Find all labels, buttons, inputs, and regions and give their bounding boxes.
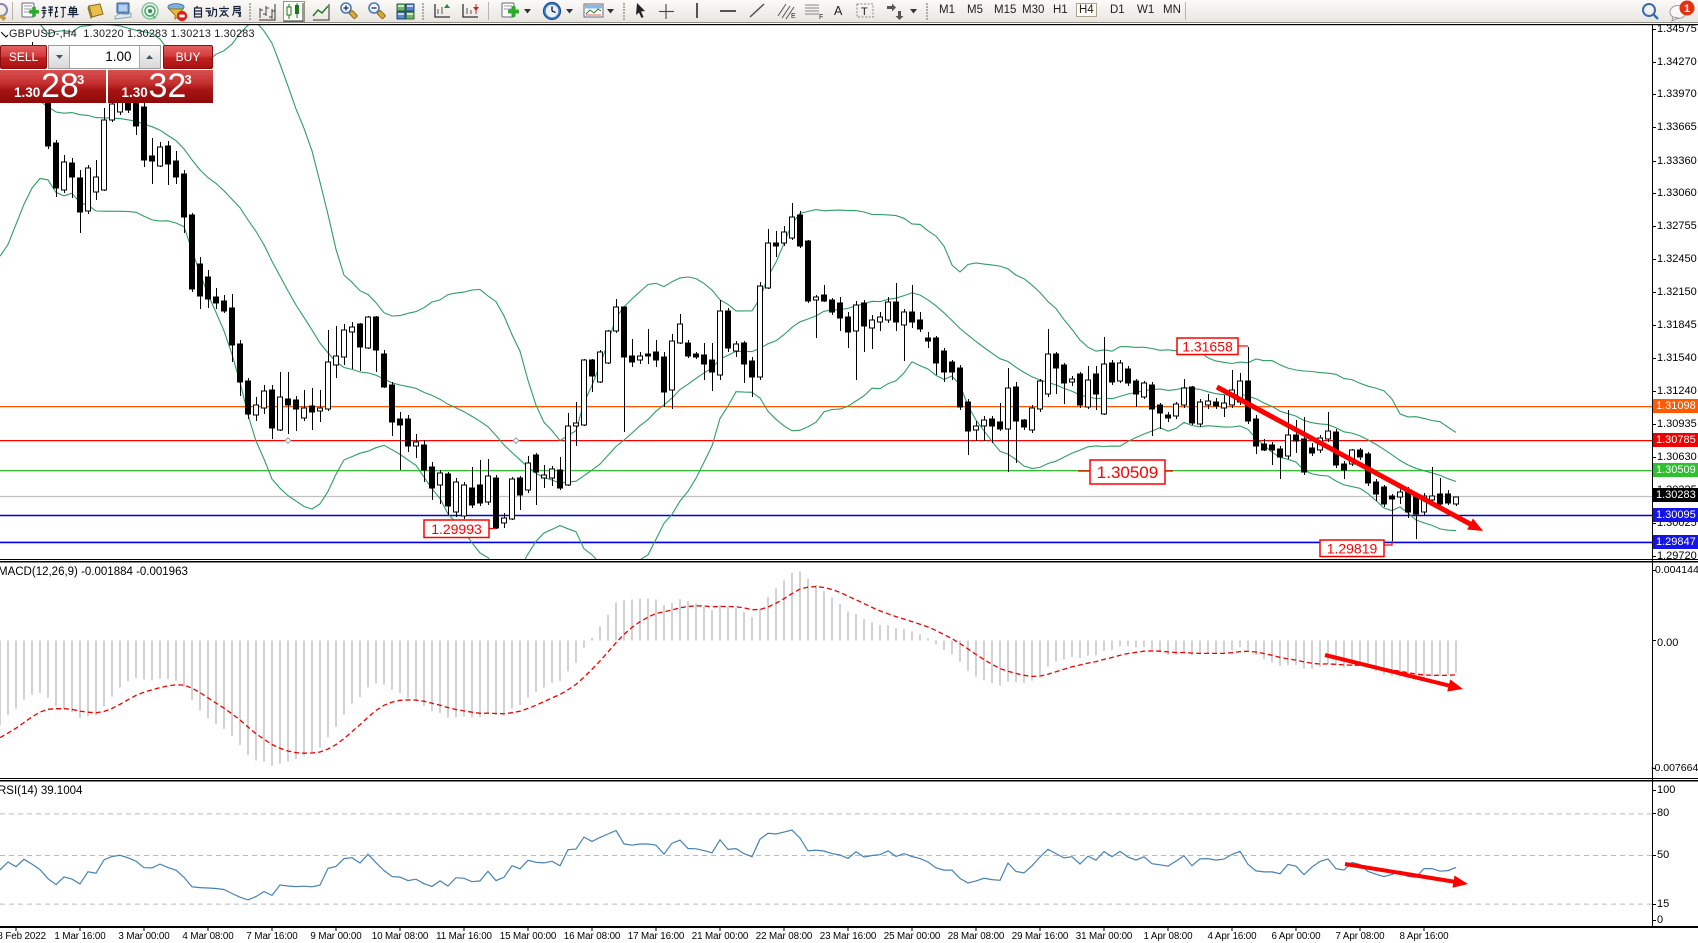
svg-text:1.30509: 1.30509 <box>1097 463 1158 482</box>
svg-text:E: E <box>791 13 796 20</box>
svg-text:1: 1 <box>1684 3 1690 15</box>
svg-text:F: F <box>819 14 823 21</box>
svg-text:1.29819: 1.29819 <box>1327 540 1378 556</box>
svg-text:T: T <box>861 6 868 18</box>
svg-text:1.31658: 1.31658 <box>1182 338 1233 354</box>
svg-text:1.29993: 1.29993 <box>431 521 482 537</box>
